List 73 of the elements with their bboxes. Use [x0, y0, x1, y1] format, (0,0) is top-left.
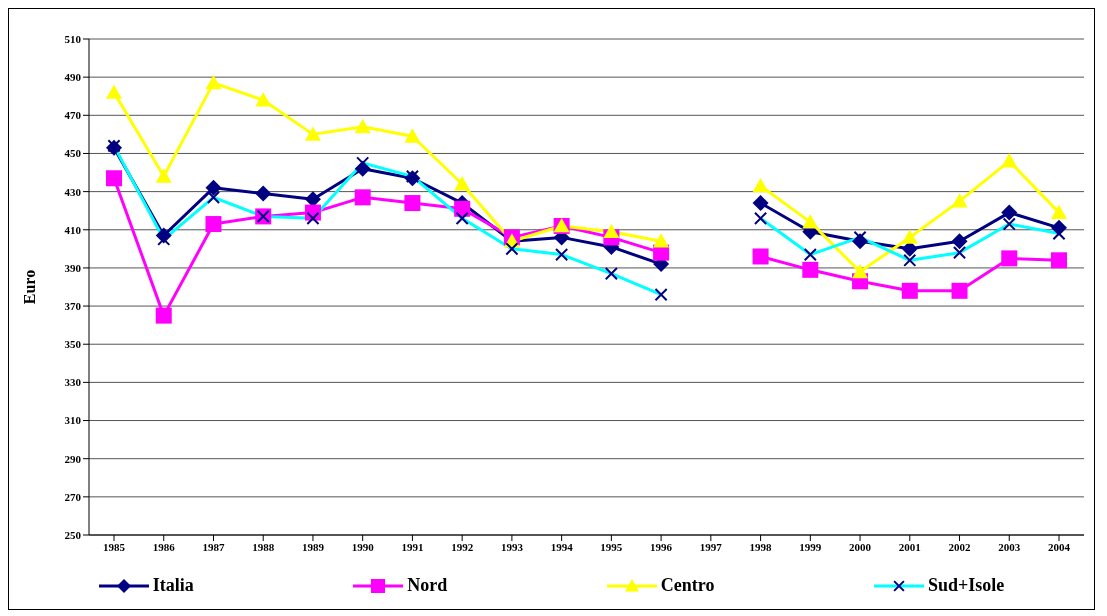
point [653, 233, 670, 248]
y-tick-label: 290 [64, 452, 82, 465]
point [304, 126, 321, 141]
x-tick-label: 1985 [103, 540, 126, 553]
point [901, 282, 918, 299]
x-tick-label: 1987 [202, 540, 225, 553]
legend-label: Centro [660, 575, 715, 596]
x-tick-label: 2003 [998, 540, 1021, 553]
x-tick-label: 1996 [650, 540, 673, 553]
point [1001, 204, 1018, 221]
point [752, 177, 769, 193]
x-tick-label: 2002 [948, 540, 972, 553]
y-tick-label: 310 [64, 414, 82, 427]
x-tick-label: 1997 [699, 540, 723, 553]
point [852, 263, 869, 279]
point [354, 118, 371, 134]
point [205, 179, 222, 196]
x-tick-label: 1992 [451, 540, 474, 553]
point [1051, 252, 1067, 269]
point [255, 185, 272, 202]
x-tick-label: 1999 [799, 540, 822, 553]
x-tick-label: 1990 [351, 540, 375, 553]
x-tick-label: 1986 [152, 540, 176, 553]
y-tick-label: 250 [64, 528, 82, 541]
x-tick-label: 1993 [500, 540, 524, 553]
point [901, 229, 918, 244]
point [802, 261, 819, 278]
x-tick-label: 1994 [550, 540, 574, 553]
x-tick-label: 1995 [600, 540, 623, 553]
point [752, 248, 769, 265]
x-tick-label: 2000 [849, 540, 872, 553]
point [752, 195, 769, 212]
y-tick-label: 510 [64, 32, 82, 45]
point [255, 92, 272, 107]
x-tick-label: 2004 [1048, 540, 1071, 553]
y-tick-label: 270 [64, 490, 82, 503]
point [404, 128, 421, 143]
y-tick-label: 490 [64, 71, 82, 84]
point [205, 216, 222, 233]
point [951, 233, 968, 250]
point [1001, 250, 1018, 267]
y-axis-title: Euro [20, 269, 38, 305]
y-tick-label: 350 [64, 338, 82, 351]
y-tick-label: 470 [64, 109, 82, 122]
legend-label: Italia [152, 575, 194, 596]
point [205, 74, 222, 90]
x-tick-label: 1991 [401, 540, 424, 553]
point [802, 214, 819, 229]
point [951, 193, 968, 208]
point [454, 175, 471, 191]
point [951, 282, 968, 299]
point [454, 200, 471, 217]
point [106, 170, 122, 187]
y-tick-label: 410 [64, 223, 82, 236]
point [603, 223, 620, 239]
legend-label: Nord [407, 575, 448, 596]
y-tick-label: 330 [64, 376, 82, 389]
point [404, 195, 421, 212]
point [155, 307, 172, 324]
point [106, 84, 122, 99]
y-tick-label: 370 [64, 299, 82, 312]
y-tick-label: 390 [64, 261, 82, 274]
y-tick-label: 430 [64, 185, 82, 198]
y-tick-label: 450 [64, 147, 82, 160]
x-tick-label: 2001 [898, 540, 921, 553]
x-tick-label: 1998 [749, 540, 773, 553]
x-tick-label: 1989 [301, 540, 325, 553]
point [1051, 204, 1067, 219]
x-tick-label: 1988 [252, 540, 275, 553]
legend-label: Sud+Isole [927, 575, 1005, 596]
point [155, 168, 172, 183]
point [1001, 153, 1018, 168]
point [354, 189, 371, 206]
